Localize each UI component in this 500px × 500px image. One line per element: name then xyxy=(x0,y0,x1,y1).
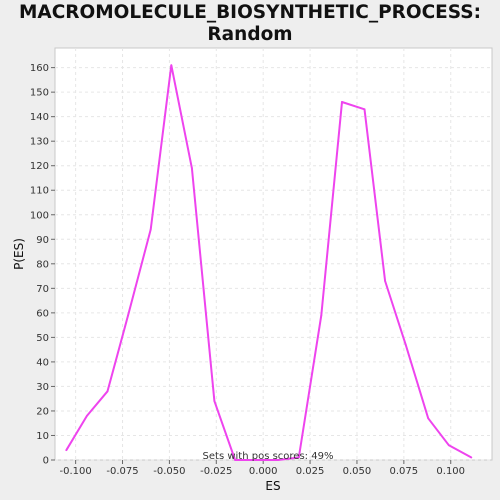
data-point xyxy=(234,459,236,461)
x-tick-label: -0.050 xyxy=(153,466,185,477)
data-point xyxy=(170,64,173,67)
data-point xyxy=(341,101,343,103)
data-point xyxy=(191,167,193,170)
y-tick-label: 160 xyxy=(30,63,49,74)
y-tick-label: 30 xyxy=(36,382,49,393)
x-tick-label: 0.025 xyxy=(296,466,325,477)
y-tick-label: 90 xyxy=(36,235,49,246)
axes: 0 10 20 30 40 50 60 70 80 90 100 110 120 130 140 150 160… xyxy=(30,63,465,477)
y-tick-label: 40 xyxy=(36,357,49,368)
x-tick-label: 0.050 xyxy=(343,466,372,477)
y-tick-label: 70 xyxy=(36,284,49,295)
data-point xyxy=(297,456,300,459)
x-axis-title: ES xyxy=(265,479,280,493)
y-tick-label: 80 xyxy=(36,259,49,270)
data-point xyxy=(213,400,216,403)
plot-area xyxy=(54,47,493,461)
y-tick-label: 50 xyxy=(36,333,49,344)
y-tick-label: 100 xyxy=(30,210,49,221)
data-point xyxy=(254,459,257,461)
y-axis-title: P(ES) xyxy=(12,238,26,270)
data-point xyxy=(106,390,109,393)
y-tick-label: 150 xyxy=(30,88,49,99)
data-point xyxy=(320,314,323,317)
y-tick-label: 120 xyxy=(30,161,49,172)
gridlines xyxy=(55,48,492,461)
x-tick-label: 0.075 xyxy=(390,466,419,477)
series-line xyxy=(65,64,472,461)
pos-scores-annotation: Sets with pos scores: 49% xyxy=(203,451,334,462)
y-tick-label: 10 xyxy=(36,431,49,442)
data-point xyxy=(384,280,386,282)
data-point xyxy=(65,449,68,452)
y-tick-label: 140 xyxy=(30,112,49,123)
x-tick-label: -0.025 xyxy=(200,466,232,477)
x-tick-label: 0.100 xyxy=(436,466,465,477)
x-tick-label: -0.100 xyxy=(60,466,92,477)
data-point xyxy=(277,459,280,461)
x-tick-label: -0.075 xyxy=(106,466,138,477)
data-point xyxy=(85,414,88,417)
y-tick-label: 0 xyxy=(43,456,49,467)
data-point xyxy=(363,108,366,111)
series-layer xyxy=(65,64,473,461)
data-point xyxy=(427,417,430,420)
data-point xyxy=(447,444,450,447)
data-point xyxy=(149,228,152,231)
y-tick-label: 20 xyxy=(36,406,49,417)
data-point xyxy=(404,343,407,346)
y-tick-label: 110 xyxy=(30,186,49,197)
data-point xyxy=(127,314,130,317)
x-tick-label: 0.000 xyxy=(249,466,278,477)
y-tick-label: 130 xyxy=(30,137,49,148)
y-tick-label: 60 xyxy=(36,308,49,319)
data-point xyxy=(470,456,473,459)
